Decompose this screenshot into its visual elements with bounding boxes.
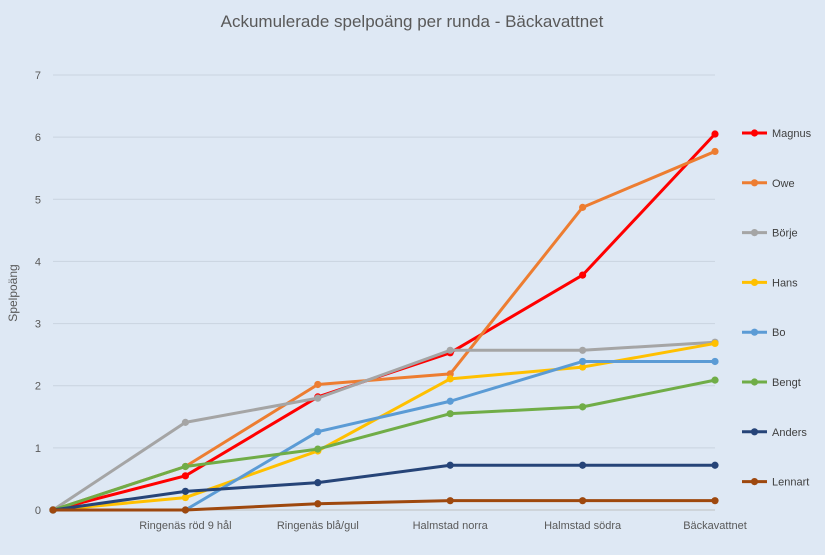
data-point: [711, 461, 719, 469]
data-point: [579, 461, 587, 469]
legend-label: Lennart: [772, 477, 809, 489]
data-point: [579, 271, 587, 279]
data-point: [446, 346, 454, 354]
legend-swatch-marker: [750, 129, 759, 137]
legend-label: Bo: [772, 327, 785, 339]
series-line: [51, 341, 717, 512]
legend-entry: Lennart: [742, 477, 809, 489]
series-line: [51, 132, 717, 512]
data-point: [446, 375, 454, 383]
legend-swatch-marker: [750, 229, 759, 237]
legend-entry: Anders: [742, 427, 807, 439]
y-tick-label: 6: [35, 132, 41, 144]
y-tick-label: 4: [35, 256, 41, 268]
data-point: [314, 394, 322, 402]
legend-entry: Börje: [742, 228, 798, 240]
gridlines: [53, 74, 715, 511]
y-tick-label: 1: [35, 443, 41, 455]
series-lennart: [49, 497, 719, 514]
data-point: [446, 397, 454, 405]
x-tick-label: Ringenäs blå/gul: [277, 520, 359, 532]
data-point: [711, 339, 719, 348]
legend-swatch-marker: [750, 478, 759, 486]
data-point: [579, 346, 587, 354]
series-lines: [49, 130, 719, 514]
series-line: [51, 149, 717, 512]
data-point: [314, 380, 322, 389]
series-line: [51, 463, 717, 512]
y-axis-ticks: 0 1 2 3 4 5 6 7: [35, 70, 41, 517]
data-point: [446, 461, 454, 469]
data-point: [49, 506, 57, 514]
y-tick-label: 7: [35, 70, 41, 82]
data-point: [446, 410, 454, 418]
legend-swatch-marker: [750, 179, 759, 187]
legend-label: Hans: [772, 277, 798, 289]
data-point: [711, 357, 719, 366]
data-point: [446, 497, 454, 505]
y-tick-label: 2: [35, 381, 41, 393]
series-line: [51, 378, 717, 512]
series-börje: [49, 338, 719, 514]
legend-swatch-marker: [750, 328, 759, 336]
data-point: [181, 462, 189, 471]
legend-entry: Magnus: [742, 128, 812, 140]
data-point: [579, 403, 587, 411]
data-point: [314, 428, 322, 436]
y-tick-label: 0: [35, 505, 41, 517]
data-point: [181, 493, 189, 502]
chart-title: Ackumulerade spelpoäng per runda - Bäcka…: [221, 12, 604, 31]
legend-label: Anders: [772, 427, 807, 439]
x-tick-label: Ringenäs röd 9 hål: [139, 520, 231, 532]
data-point: [579, 497, 587, 505]
x-axis-ticks: Ringenäs röd 9 hål Ringenäs blå/gul Halmst…: [139, 520, 747, 532]
legend-label: Magnus: [772, 128, 812, 140]
data-point: [181, 487, 189, 495]
series-line: [51, 499, 717, 512]
data-point: [446, 370, 454, 378]
legend-entry: Bengt: [742, 377, 801, 389]
legend: Magnus Owe Börje Hans Bo Bengt Anders Lennart: [742, 128, 812, 489]
series-anders: [49, 461, 719, 514]
legend-entry: Bo: [742, 327, 785, 339]
data-point: [711, 376, 719, 384]
legend-swatch-marker: [750, 428, 759, 436]
legend-swatch-marker: [750, 278, 759, 286]
data-point: [579, 203, 587, 211]
y-tick-label: 3: [35, 319, 41, 331]
series-line: [51, 359, 717, 512]
data-point: [711, 130, 719, 138]
data-point: [181, 472, 189, 480]
data-point: [711, 147, 719, 156]
data-point: [579, 363, 587, 371]
series-bo: [49, 357, 719, 514]
legend-swatch-marker: [750, 378, 759, 386]
x-tick-label: Halmstad norra: [413, 520, 489, 532]
data-point: [181, 506, 189, 514]
legend-entry: Owe: [742, 178, 795, 190]
legend-entry: Hans: [742, 277, 798, 289]
legend-label: Bengt: [772, 377, 801, 389]
data-point: [711, 497, 719, 505]
series-hans: [49, 339, 719, 514]
data-point: [181, 418, 189, 426]
series-owe: [49, 147, 719, 514]
x-tick-label: Bäckavattnet: [683, 520, 747, 532]
y-axis-label: Spelpoäng: [6, 264, 20, 321]
series-line: [51, 340, 717, 512]
data-point: [579, 357, 587, 366]
legend-label: Owe: [772, 178, 795, 190]
legend-label: Börje: [772, 228, 798, 240]
data-point: [314, 500, 322, 508]
series-magnus: [49, 130, 719, 514]
y-tick-label: 5: [35, 194, 41, 206]
data-point: [314, 445, 322, 453]
x-tick-label: Halmstad södra: [544, 520, 622, 532]
data-point: [314, 479, 322, 487]
